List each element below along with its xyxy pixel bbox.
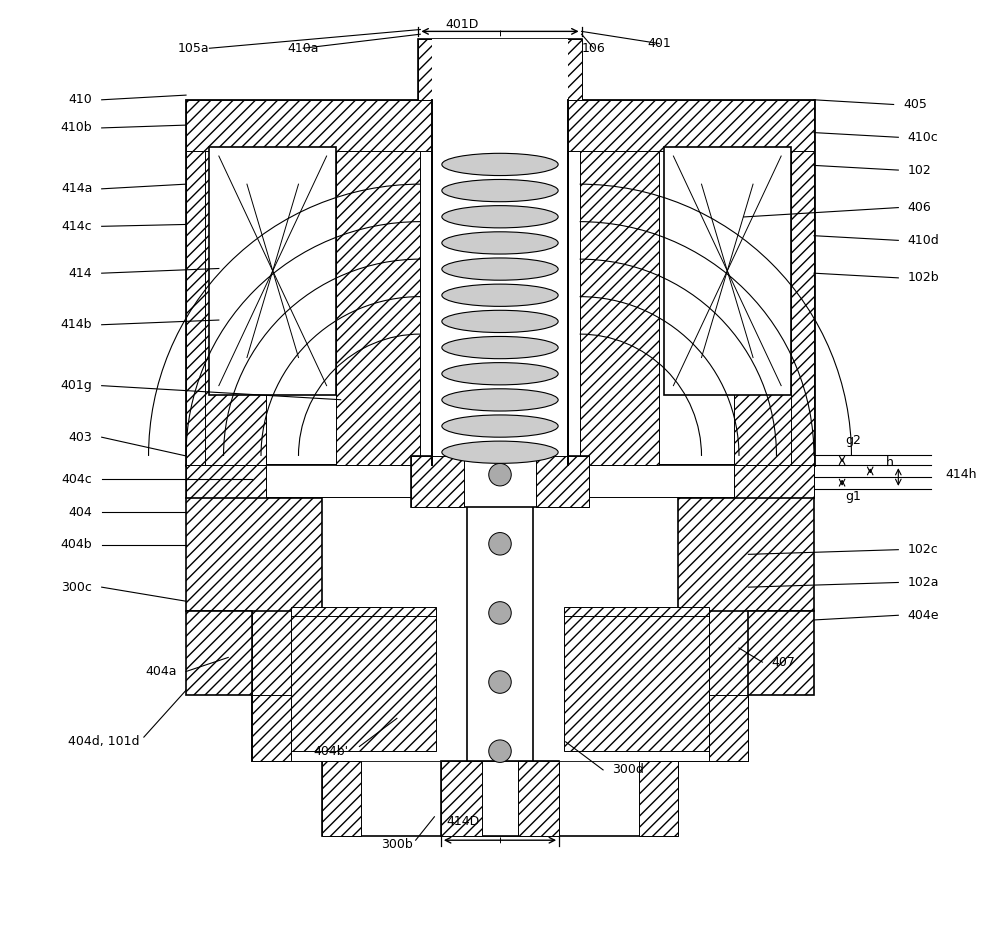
Bar <box>432 39 568 465</box>
Circle shape <box>489 602 511 624</box>
Text: 300c: 300c <box>61 581 92 594</box>
Bar <box>734 151 791 465</box>
Bar <box>418 39 471 100</box>
Bar <box>186 611 252 695</box>
Bar <box>186 100 814 465</box>
Text: h: h <box>886 456 894 469</box>
Text: 410a: 410a <box>287 41 319 55</box>
Bar <box>441 760 559 836</box>
Text: 414D: 414D <box>446 815 479 828</box>
Text: 401D: 401D <box>446 18 479 31</box>
Circle shape <box>489 671 511 694</box>
Text: 410c: 410c <box>908 131 938 144</box>
Text: 105a: 105a <box>178 41 209 55</box>
Bar <box>518 760 559 836</box>
Bar <box>252 498 291 760</box>
Bar <box>467 465 533 760</box>
Bar <box>471 39 529 100</box>
Text: 300b: 300b <box>381 838 413 852</box>
Ellipse shape <box>442 389 558 411</box>
Bar <box>709 498 748 760</box>
Bar <box>205 151 266 465</box>
Ellipse shape <box>442 363 558 384</box>
Bar <box>291 607 436 751</box>
Bar <box>322 760 361 836</box>
Text: 414: 414 <box>69 267 92 280</box>
Text: 404: 404 <box>69 506 92 519</box>
Ellipse shape <box>442 441 558 463</box>
Ellipse shape <box>442 153 558 176</box>
Text: 414h: 414h <box>945 468 977 481</box>
Bar <box>411 456 589 508</box>
Text: 407: 407 <box>772 655 796 668</box>
Bar <box>536 456 589 508</box>
Text: 106: 106 <box>582 41 606 55</box>
Bar <box>418 39 582 100</box>
Text: 401g: 401g <box>61 379 92 392</box>
Bar <box>186 465 814 498</box>
Bar <box>580 151 659 465</box>
Bar <box>322 760 678 836</box>
Text: 404d, 101d: 404d, 101d <box>68 735 139 748</box>
Text: 410b: 410b <box>61 121 92 134</box>
Bar <box>252 695 291 760</box>
Bar <box>564 607 709 751</box>
Bar <box>734 465 814 498</box>
Bar <box>664 147 791 395</box>
Ellipse shape <box>442 180 558 202</box>
Circle shape <box>489 463 511 486</box>
Text: 404a: 404a <box>145 665 177 678</box>
Bar <box>186 100 814 151</box>
Ellipse shape <box>442 337 558 359</box>
Bar <box>441 760 482 836</box>
Bar <box>678 498 814 611</box>
Text: 404b: 404b <box>61 539 92 552</box>
Ellipse shape <box>442 284 558 306</box>
Text: 102: 102 <box>908 164 931 177</box>
Text: 406: 406 <box>908 201 931 214</box>
Text: 414b: 414b <box>61 319 92 331</box>
Bar <box>186 498 322 611</box>
Text: 102b: 102b <box>908 272 939 285</box>
Text: 414a: 414a <box>61 182 92 196</box>
Text: 414c: 414c <box>62 220 92 233</box>
Bar <box>209 147 336 395</box>
Bar <box>709 695 748 760</box>
Bar <box>734 151 814 465</box>
Bar <box>411 456 464 508</box>
Text: 401: 401 <box>647 37 671 50</box>
Bar <box>291 498 709 760</box>
Bar <box>252 695 748 760</box>
Ellipse shape <box>442 415 558 437</box>
Ellipse shape <box>442 310 558 333</box>
Text: 102c: 102c <box>908 543 938 556</box>
Text: g2: g2 <box>845 434 861 447</box>
Bar <box>186 151 266 465</box>
Bar <box>336 151 420 465</box>
Text: 410: 410 <box>69 93 92 106</box>
Text: 404c: 404c <box>62 473 92 486</box>
Text: 102a: 102a <box>908 576 939 589</box>
Text: 300d: 300d <box>612 763 644 776</box>
Text: g1: g1 <box>845 490 861 503</box>
Text: 403: 403 <box>69 431 92 444</box>
Ellipse shape <box>442 232 558 254</box>
Text: 405: 405 <box>903 98 927 111</box>
Circle shape <box>489 533 511 555</box>
Bar <box>529 39 582 100</box>
Bar <box>639 760 678 836</box>
Ellipse shape <box>442 258 558 280</box>
Circle shape <box>489 740 511 762</box>
Bar <box>186 465 266 498</box>
Bar <box>748 611 814 695</box>
Ellipse shape <box>442 206 558 227</box>
Text: 410d: 410d <box>908 234 939 247</box>
Text: 404e: 404e <box>908 609 939 621</box>
Text: 404b': 404b' <box>314 744 349 758</box>
Bar <box>252 498 748 760</box>
